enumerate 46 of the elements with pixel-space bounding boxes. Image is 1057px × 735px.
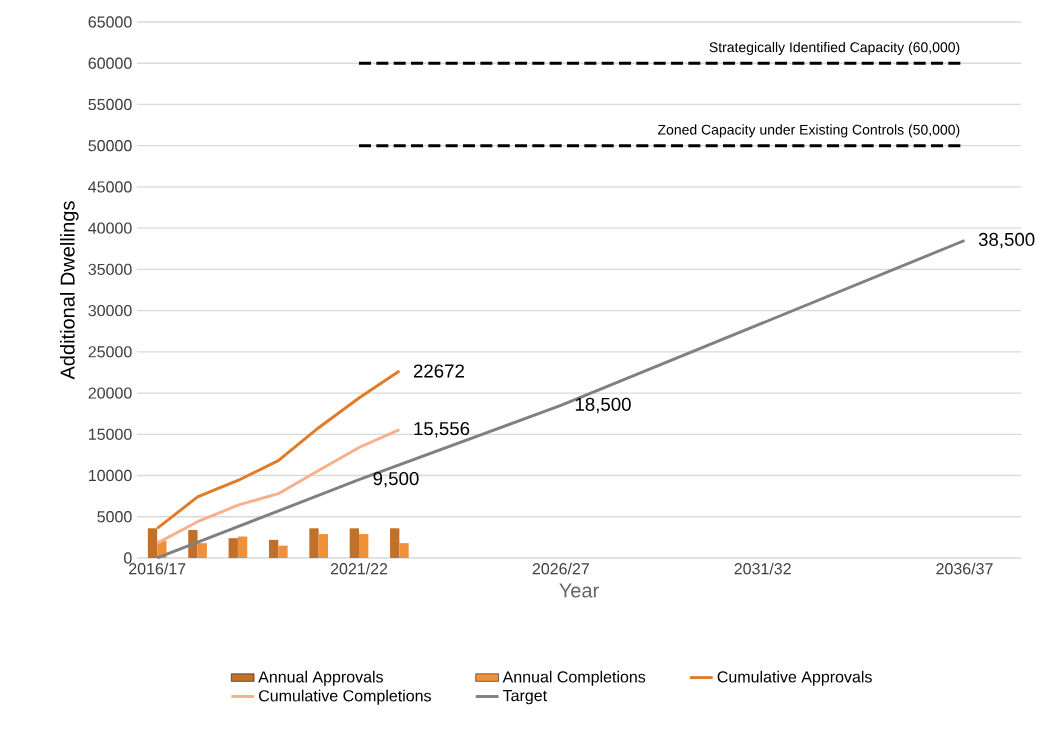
y-tick-label: 60000 (88, 57, 132, 69)
x-tick-label: 2016/17 (129, 562, 186, 575)
x-axis-title: Year (559, 583, 599, 598)
bar (197, 543, 207, 558)
bar (349, 528, 360, 558)
y-tick-label: 25000 (88, 346, 132, 358)
legend-label: Annual Approvals (258, 670, 383, 686)
bar (228, 538, 238, 558)
bar (318, 534, 328, 558)
y-tick-label: 50000 (88, 140, 132, 152)
y-tick-label: 30000 (88, 304, 132, 317)
data-label: 22672 (413, 364, 464, 378)
series-label: Strategically Identified Capacity (60,000) (709, 41, 960, 55)
y-tick-label: 10000 (89, 469, 132, 482)
y-tick-label: 35000 (88, 263, 132, 276)
bar (359, 534, 369, 558)
series-label: Zoned Capacity under Existing Controls (50,000) (657, 124, 960, 138)
bar (268, 539, 279, 558)
y-tick-label: 15000 (89, 428, 132, 440)
bar (147, 528, 158, 558)
legend-label: Cumulative Approvals (717, 670, 872, 686)
bar (278, 545, 288, 558)
y-tick-label: 5000 (97, 511, 132, 523)
data-label: 15,556 (414, 421, 470, 438)
legend-label: Target (502, 690, 547, 705)
bar (390, 528, 400, 558)
bar (237, 536, 248, 558)
y-tick-label: 40000 (88, 222, 132, 234)
x-tick-label: 2031/32 (734, 562, 791, 575)
y-axis-title: Additional Dwellings (60, 201, 79, 380)
x-tick-label: 2026/27 (532, 562, 589, 575)
data-label: 38,500 (978, 232, 1035, 249)
y-tick-label: 65000 (88, 16, 132, 28)
y-tick-label: 55000 (88, 98, 132, 111)
x-tick-label: 2021/22 (330, 562, 388, 575)
y-tick-label: 20000 (88, 387, 132, 399)
data-label: 18,500 (575, 397, 631, 414)
bar (309, 528, 319, 558)
line-series (155, 239, 966, 560)
data-label: 9,500 (373, 471, 419, 488)
y-tick-label: 0 (124, 552, 132, 564)
bar (399, 543, 409, 558)
y-tick-label: 45000 (88, 181, 132, 193)
legend-label: Cumulative Completions (259, 689, 431, 705)
legend-label: Annual Completions (502, 670, 646, 686)
x-tick-label: 2036/37 (936, 562, 993, 575)
